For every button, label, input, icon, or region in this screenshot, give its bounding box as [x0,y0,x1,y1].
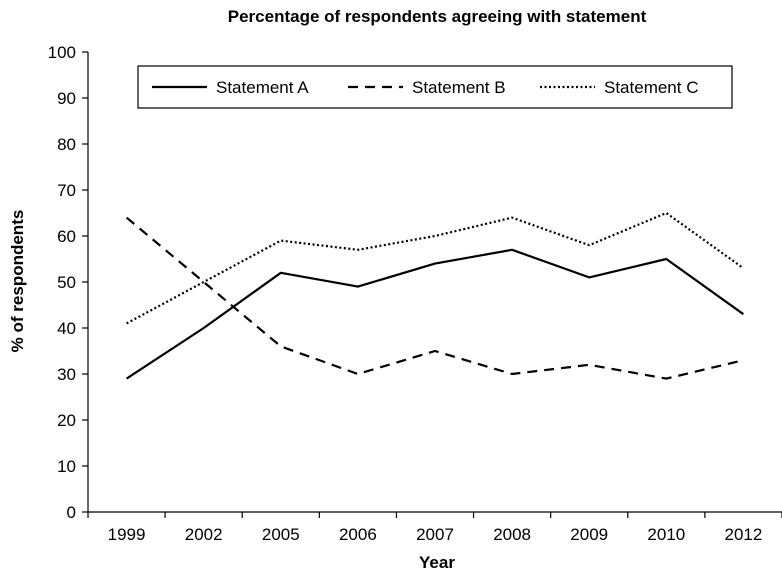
x-tick-label: 2008 [493,525,531,544]
x-tick-label: 2002 [185,525,223,544]
y-tick-label: 50 [57,273,76,292]
y-tick-label: 0 [67,503,76,522]
x-tick-label: 2009 [570,525,608,544]
series-group [125,211,745,380]
x-tick-label: 1999 [108,525,146,544]
y-tick-label: 60 [57,227,76,246]
series-line-3 [126,211,745,325]
chart-title: Percentage of respondents agreeing with … [228,7,647,26]
x-tick-label: 2010 [647,525,685,544]
y-tick-label: 70 [57,181,76,200]
legend-box [137,65,733,109]
legend-label-2: Statement B [412,78,506,97]
y-tick-label: 30 [57,365,76,384]
y-axis-label: % of respondents [8,210,27,353]
y-tick-label: 80 [57,135,76,154]
x-tick-label: 2007 [416,525,454,544]
x-tick-label: 2006 [339,525,377,544]
x-tick-label: 2005 [262,525,300,544]
y-tick-label: 100 [48,43,76,62]
y-tick-label: 40 [57,319,76,338]
x-axis-label: Year [419,553,455,572]
legend: Statement A Statement B Statement C [137,65,733,109]
legend-label-1: Statement A [216,78,309,97]
series-line-1 [125,248,745,380]
y-tick-label: 20 [57,411,76,430]
y-tick-label: 10 [57,457,76,476]
series-line-2 [125,216,744,380]
axes: 0 10 20 30 40 50 60 70 80 90 100 1999 2002 2005 2006 20… [48,43,782,544]
y-tick-label: 90 [57,89,76,108]
x-tick-label: 2012 [725,525,763,544]
legend-label-3: Statement C [604,78,699,97]
